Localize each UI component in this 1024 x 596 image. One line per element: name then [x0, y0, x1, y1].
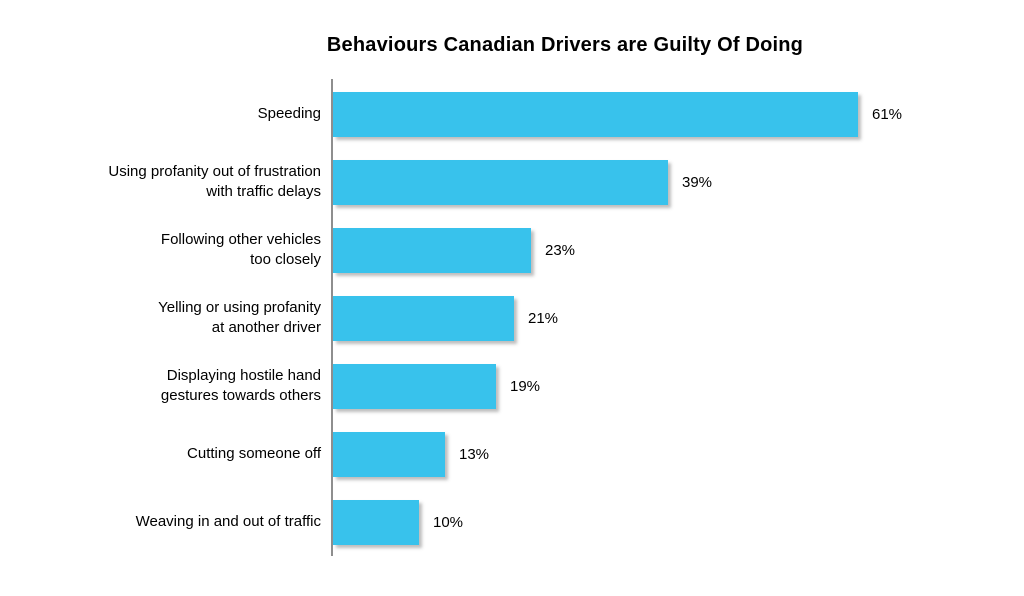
- value-label: 39%: [682, 173, 713, 191]
- bar-zone: 61%: [331, 80, 1004, 148]
- category-label: Cutting someone off: [187, 445, 321, 462]
- chart-title: Behaviours Canadian Drivers are Guilty O…: [326, 34, 804, 56]
- bar-row: Cutting someone off 13%: [20, 420, 1004, 488]
- bar: [333, 227, 531, 273]
- category-label: Displaying hostile hand gestures towards …: [160, 367, 321, 404]
- bar-row: Yelling or using profanity at another dri…: [20, 284, 1004, 352]
- bar-zone: 21%: [331, 284, 1004, 352]
- bar: [333, 91, 858, 137]
- bar-row: Using profanity out of frustration with t…: [20, 148, 1004, 216]
- bar: [333, 295, 514, 341]
- category-label: Speeding: [257, 105, 321, 122]
- value-label: 61%: [872, 105, 903, 123]
- bar-zone: 19%: [331, 352, 1004, 420]
- bar-zone: 13%: [331, 420, 1004, 488]
- y-axis-line: [331, 79, 333, 556]
- value-label: 21%: [528, 309, 559, 327]
- category-label: Yelling or using profanity at another dri…: [158, 299, 321, 336]
- bar: [333, 499, 419, 545]
- bar-row: Displaying hostile hand gestures towards …: [20, 352, 1004, 420]
- category-label: Following other vehicles too closely: [160, 231, 321, 268]
- bar: [333, 363, 496, 409]
- bar-zone: 39%: [331, 148, 1004, 216]
- bar-zone: 10%: [331, 488, 1004, 556]
- value-label: 10%: [433, 513, 464, 531]
- value-label: 23%: [545, 241, 576, 259]
- category-label: Using profanity out of frustration with t…: [108, 163, 321, 200]
- bar-row: Following other vehicles too closely 23%: [20, 216, 1004, 284]
- bar: [333, 431, 445, 477]
- value-label: 19%: [510, 377, 541, 395]
- value-label: 13%: [459, 445, 490, 463]
- bar-zone: 23%: [331, 216, 1004, 284]
- bar: [333, 159, 668, 205]
- bar-row: Weaving in and out of traffic 10%: [20, 488, 1004, 556]
- category-label: Weaving in and out of traffic: [135, 513, 321, 530]
- bar-chart: Speeding 61% Using profanity out of frus…: [20, 80, 1004, 556]
- bar-row: Speeding 61%: [20, 80, 1004, 148]
